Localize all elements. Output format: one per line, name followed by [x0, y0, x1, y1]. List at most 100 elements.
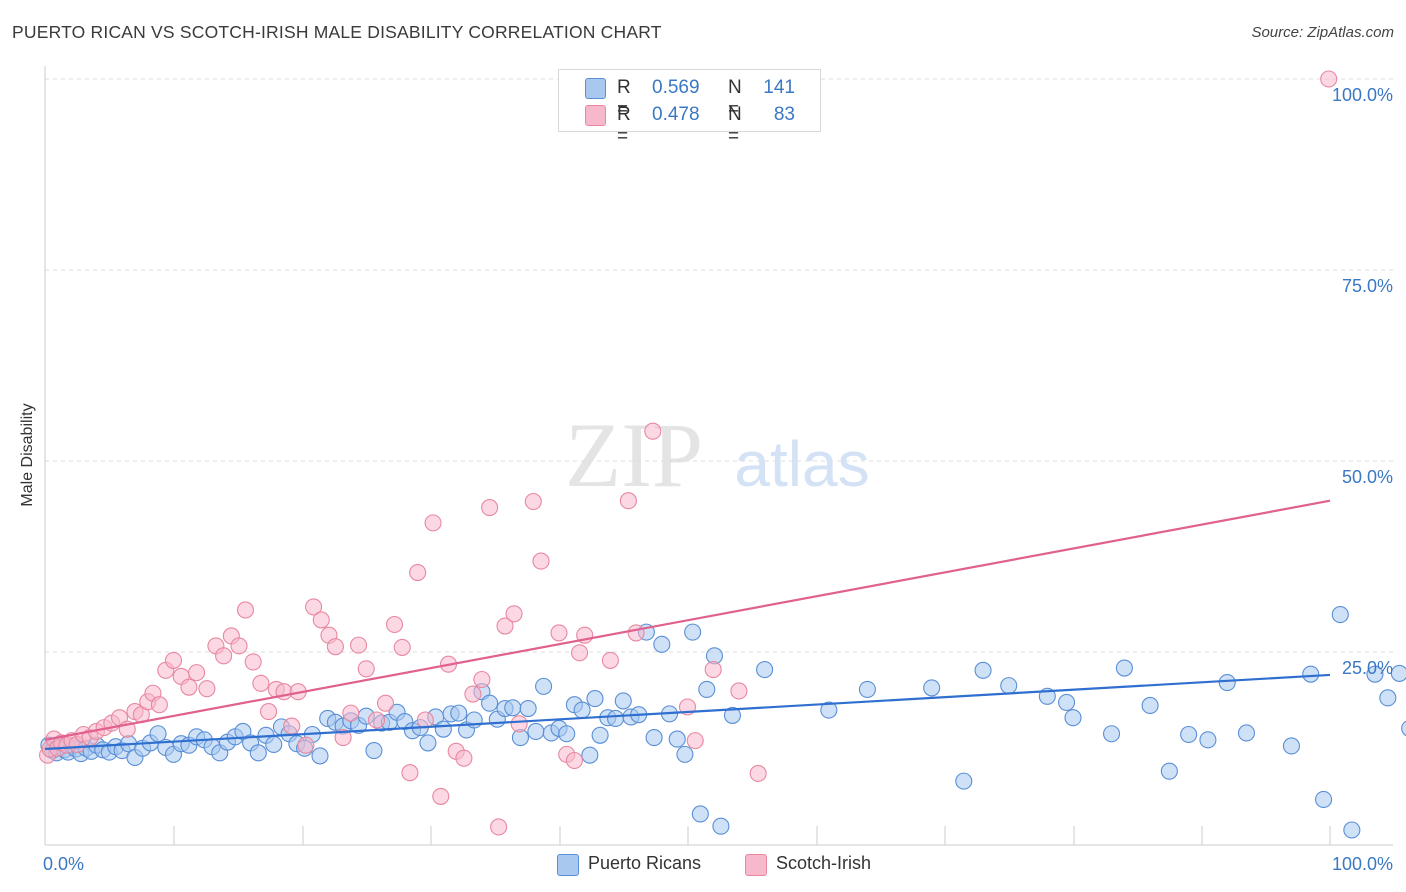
scotch-irish-point: [376, 694, 395, 712]
scotch-irish-point: [571, 644, 589, 662]
puerto-rican-point: [974, 661, 992, 679]
puerto-rican-point: [723, 706, 742, 724]
scotch-irish-point: [244, 653, 262, 671]
puerto-rican-point: [1141, 696, 1159, 715]
scotch-irish-point: [334, 729, 352, 747]
puerto-rican-point: [1379, 689, 1397, 707]
scotch-irish-point: [150, 696, 168, 714]
scotch-irish-point: [644, 422, 662, 440]
scotch-irish-point: [627, 624, 645, 642]
scotch-irish-point: [730, 682, 748, 700]
puerto-rican-point: [527, 722, 545, 741]
puerto-rican-point: [1237, 724, 1256, 742]
scotch-irish-point: [236, 601, 255, 619]
scotch-irish-point: [312, 611, 330, 629]
puerto-rican-point: [1103, 725, 1121, 743]
scotch-irish-point: [424, 514, 442, 532]
scotch-irish-point: [550, 624, 568, 642]
chart-title: PUERTO RICAN VS SCOTCH-IRISH MALE DISABI…: [12, 22, 662, 42]
scotch-irish-point: [385, 615, 404, 634]
stats-r-label: R =: [617, 104, 631, 147]
scotch-irish-point: [180, 678, 198, 696]
x-tick-label: 100.0%: [1332, 854, 1393, 874]
puerto-rican-point: [311, 747, 329, 765]
puerto-rican-point: [1315, 790, 1333, 809]
puerto-rican-point: [668, 730, 686, 748]
scotch-irish-point: [455, 749, 473, 767]
puerto-rican-point: [586, 690, 604, 708]
puerto-rican-point: [684, 623, 702, 641]
puerto-rican-point: [1302, 665, 1320, 683]
puerto-rican-point: [365, 742, 383, 760]
scotch-irish-point: [367, 711, 386, 729]
scotch-irish-point: [532, 552, 550, 570]
puerto-ricans-trend-line: [44, 673, 1331, 751]
stats-legend: R = 0.569 N = 141 R = 0.478 N = 83: [558, 69, 821, 147]
scotch-irish-point: [601, 651, 619, 669]
scotch-irish-point: [283, 717, 301, 735]
y-tick-label: 100.0%: [1332, 85, 1393, 105]
scotch-irish-point: [198, 680, 216, 698]
scotch-irish-point: [357, 660, 375, 678]
y-tick-label: 25.0%: [1342, 658, 1393, 678]
stats-n-value: 83: [773, 104, 795, 125]
puerto-rican-point: [645, 729, 663, 747]
scotch-irish-point: [473, 670, 491, 689]
stats-r-value: 0.569: [652, 77, 700, 98]
puerto-rican-point: [249, 744, 267, 762]
legend-swatch-puerto-ricans: [557, 854, 579, 876]
legend-swatch-scotch-irish: [745, 854, 767, 876]
x-tick-label: 0.0%: [43, 854, 84, 874]
puerto-rican-point: [1160, 762, 1178, 780]
scotch-irish-point: [342, 704, 360, 722]
puerto-rican-point: [1401, 720, 1406, 737]
scotch-irish-point: [260, 703, 278, 721]
stats-swatch-scotch-irish: [585, 105, 606, 126]
legend-label-scotch-irish: Scotch-Irish: [776, 853, 872, 873]
puerto-rican-point: [419, 734, 437, 752]
puerto-rican-point: [1343, 821, 1361, 839]
y-tick-label: 75.0%: [1342, 276, 1393, 296]
scotch-irish-point: [1320, 70, 1338, 88]
puerto-rican-point: [558, 725, 576, 743]
scotch-irish-point: [432, 787, 450, 805]
puerto-rican-point: [653, 635, 671, 653]
scotch-irish-point: [164, 651, 183, 669]
scotch-irish-trend-line: [44, 499, 1331, 741]
tick-labels: 25.0% 50.0% 75.0% 100.0% 0.0% 100.0%: [43, 85, 1393, 874]
stats-swatch-puerto-ricans: [585, 78, 606, 99]
bottom-legend: Puerto Ricans Scotch-Irish: [0, 852, 1406, 878]
puerto-rican-point: [1218, 674, 1236, 692]
puerto-rican-point: [756, 661, 774, 679]
scotch-irish-point: [686, 732, 704, 750]
puerto-rican-point: [573, 701, 591, 719]
puerto-rican-point: [923, 679, 941, 697]
scotch-irish-point: [188, 664, 206, 682]
scotch-irish-point: [704, 661, 722, 679]
scotch-irish-point: [464, 685, 482, 703]
legend-label-puerto-ricans: Puerto Ricans: [588, 853, 702, 873]
puerto-rican-point: [606, 709, 625, 728]
scotch-irish-point: [349, 636, 368, 654]
puerto-rican-point: [1180, 725, 1198, 744]
stats-r-value: 0.478: [652, 104, 700, 125]
puerto-rican-point: [955, 772, 973, 790]
scotch-irish-point: [401, 764, 419, 782]
scotch-irish-point: [505, 605, 523, 623]
scotch-irish-point: [393, 638, 411, 656]
puerto-rican-point: [712, 817, 730, 835]
puerto-rican-point: [1000, 677, 1018, 695]
puerto-rican-point: [581, 746, 599, 764]
puerto-rican-point: [614, 692, 632, 710]
puerto-rican-point: [1390, 664, 1406, 682]
stats-n-label: N =: [728, 77, 742, 120]
puerto-rican-point: [504, 699, 522, 717]
scotch-irish-point: [252, 674, 270, 692]
puerto-rican-point: [1064, 709, 1082, 727]
scotch-irish-point: [524, 492, 542, 511]
axes: [44, 66, 1393, 846]
puerto-rican-point: [519, 699, 537, 718]
scotch-irish-point: [215, 647, 233, 665]
y-tick-label: 50.0%: [1342, 467, 1393, 487]
